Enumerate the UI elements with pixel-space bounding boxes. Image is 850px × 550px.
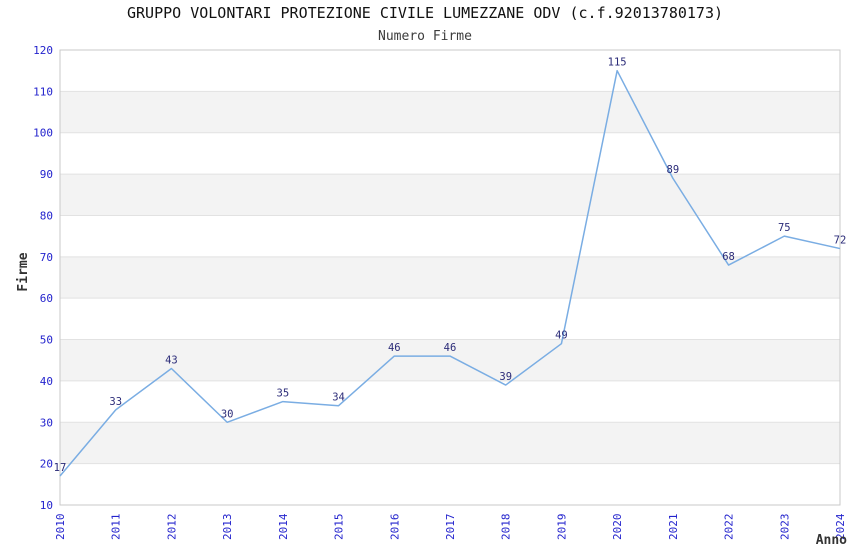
data-label: 89	[667, 164, 680, 176]
x-tick-label: 2021	[667, 514, 680, 541]
grid-band	[60, 422, 840, 464]
data-label: 43	[165, 355, 178, 367]
data-label: 46	[444, 342, 457, 354]
grid-band	[60, 174, 840, 216]
y-axis-title: Firme	[16, 252, 31, 291]
y-tick-label: 100	[33, 127, 53, 140]
data-label: 34	[332, 392, 345, 404]
data-label: 17	[54, 462, 67, 474]
grid-band	[60, 339, 840, 381]
data-label: 115	[608, 57, 627, 69]
y-tick-label: 50	[40, 334, 53, 347]
data-label: 39	[499, 371, 512, 383]
data-label: 49	[555, 330, 568, 342]
data-labels-layer: 17 33 43 30 35 34 46 46 39 49 115 89 68 75 72	[54, 57, 847, 474]
chart-subtitle: Numero Firme	[378, 29, 472, 44]
chart-title: GRUPPO VOLONTARI PROTEZIONE CIVILE LUMEZ…	[127, 4, 723, 22]
x-tick-label: 2011	[110, 514, 123, 541]
y-tick-label: 70	[40, 251, 53, 264]
plot-frame	[59, 49, 841, 506]
x-tick-label: 2024	[834, 513, 847, 540]
axis-ticks-layer: 10 20 30 40 50 60 70 80 90 100 110 120 2010 2011 2012 2…	[33, 44, 847, 540]
plot-border	[59, 49, 841, 506]
y-tick-label: 60	[40, 292, 53, 305]
x-tick-label: 2012	[165, 514, 178, 541]
x-tick-label: 2010	[54, 514, 67, 541]
x-axis-title: Anno	[816, 533, 847, 548]
data-label: 72	[834, 235, 847, 247]
y-tick-label: 80	[40, 209, 53, 222]
data-label: 75	[778, 222, 791, 234]
grid-band	[60, 91, 840, 133]
plot-bands	[60, 91, 840, 464]
data-label: 46	[388, 342, 401, 354]
y-tick-label: 120	[33, 44, 53, 57]
x-tick-label: 2013	[221, 514, 234, 541]
x-tick-label: 2023	[778, 514, 791, 541]
data-label: 68	[722, 251, 735, 263]
x-tick-label: 2022	[723, 514, 736, 541]
data-label: 35	[277, 388, 290, 400]
series-line	[59, 69, 841, 477]
x-tick-label: 2014	[277, 513, 290, 540]
y-tick-label: 10	[40, 499, 53, 512]
x-tick-label: 2015	[333, 514, 346, 541]
x-tick-label: 2020	[611, 514, 624, 541]
x-tick-label: 2016	[388, 514, 401, 541]
grid-band	[60, 256, 840, 299]
data-label: 30	[221, 408, 234, 420]
series-layer	[59, 69, 841, 477]
x-tick-label: 2017	[444, 514, 457, 541]
y-tick-label: 40	[40, 375, 53, 388]
y-tick-label: 90	[40, 168, 53, 181]
x-tick-label: 2018	[500, 514, 513, 541]
y-tick-label: 20	[40, 458, 53, 471]
y-tick-label: 30	[40, 416, 53, 429]
x-tick-label: 2019	[555, 514, 568, 541]
y-tick-label: 110	[33, 85, 53, 98]
data-label: 33	[109, 396, 122, 408]
